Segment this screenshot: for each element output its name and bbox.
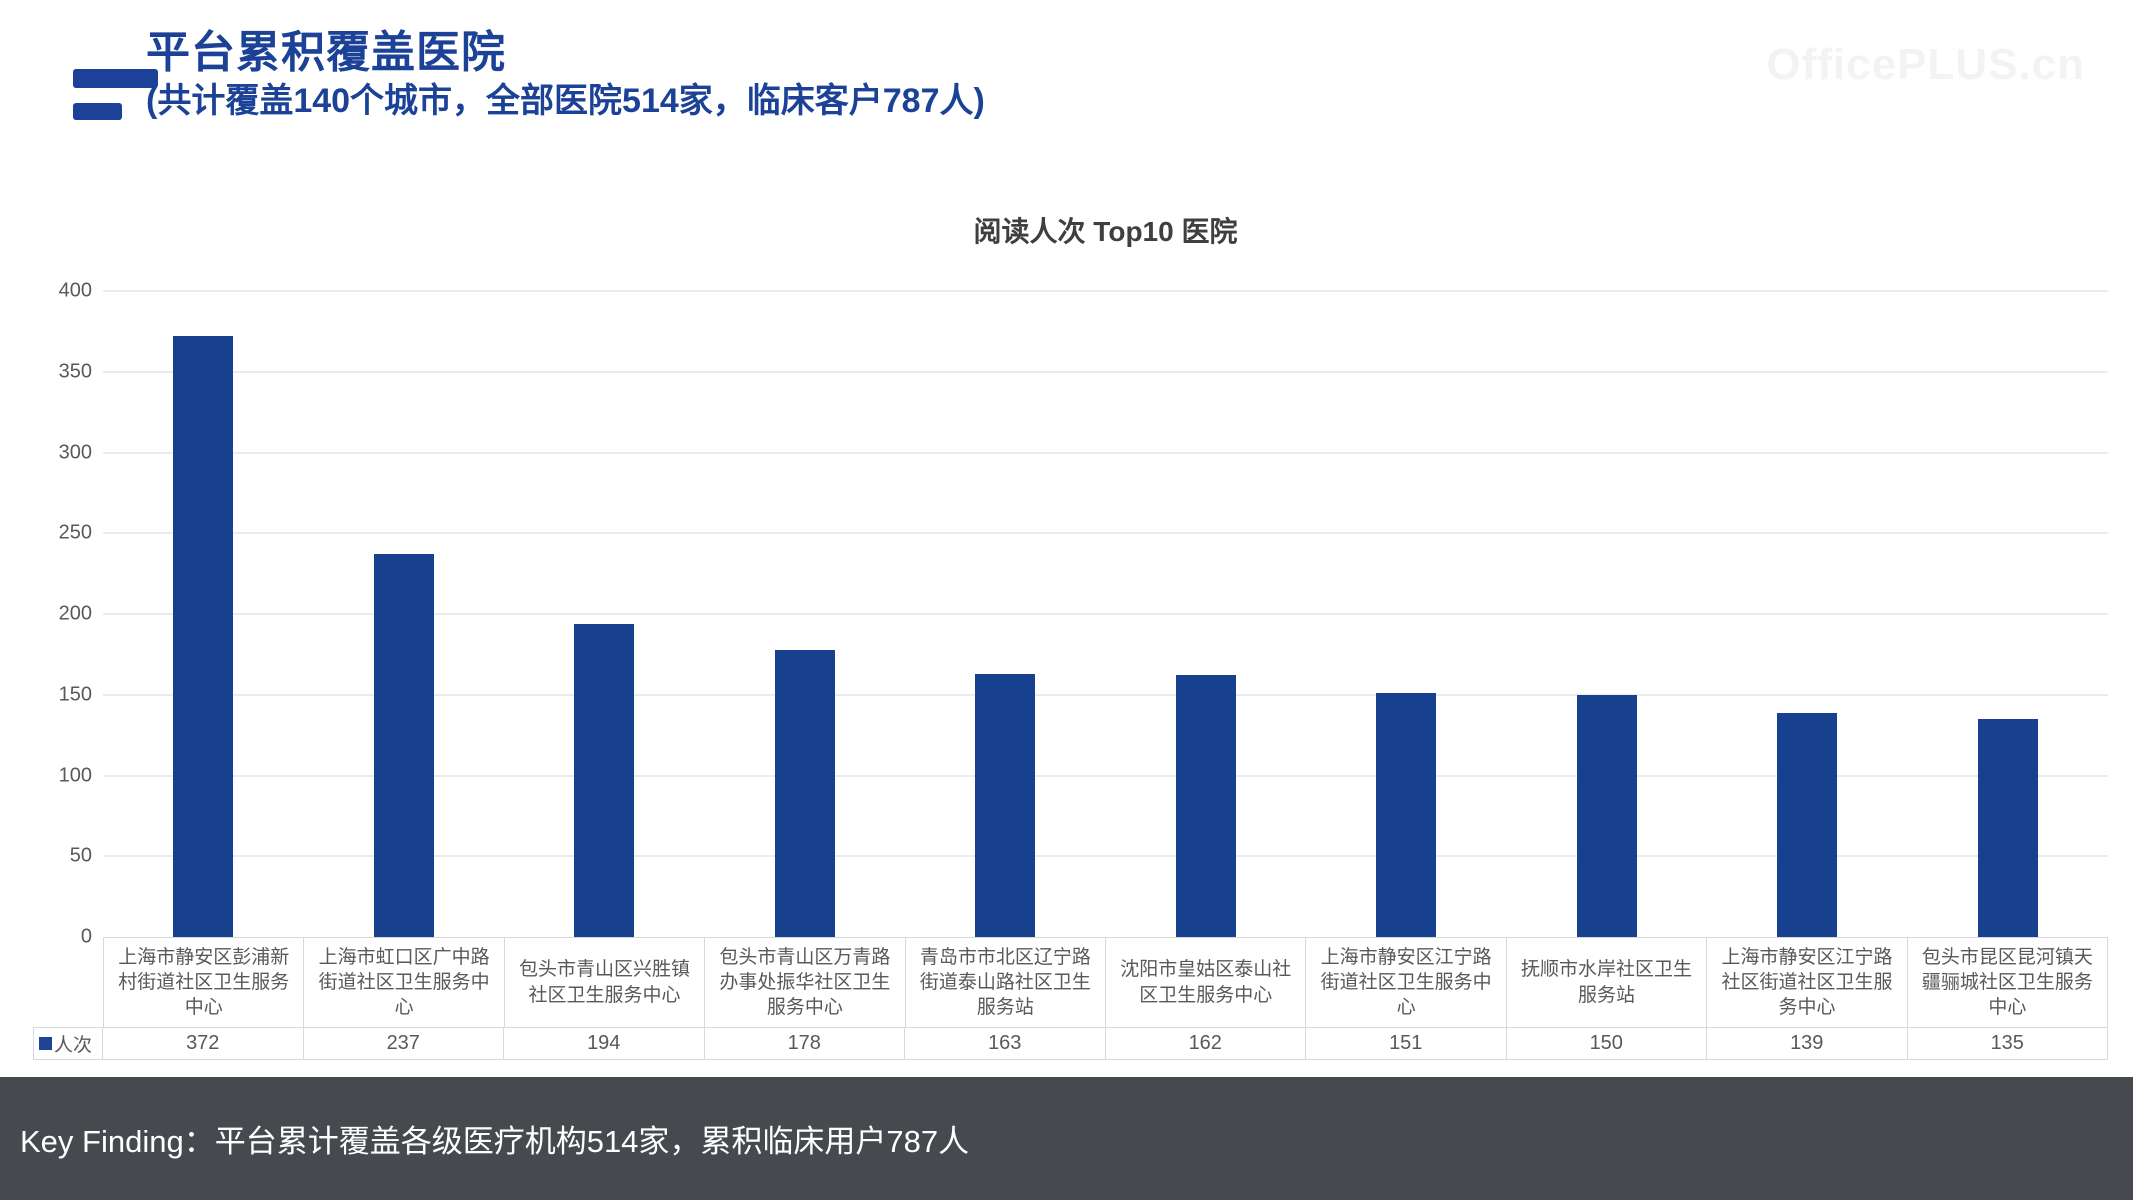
gridline <box>103 855 2108 858</box>
category-label: 沈阳市皇姑区泰山社区卫生服务中心 <box>1120 959 1292 1006</box>
bar-column <box>1908 291 2109 937</box>
gridline <box>103 613 2108 615</box>
bar-column <box>1106 291 1307 937</box>
legend-cell: 人次 <box>33 1027 103 1060</box>
y-axis-tick-label: 400 <box>58 279 92 302</box>
page-title: 平台累积覆盖医院 <box>146 28 506 77</box>
gridline <box>103 532 2108 535</box>
bar <box>774 649 835 937</box>
y-axis-tick-label: 200 <box>58 602 92 625</box>
category-label-cell: 包头市青山区万青路办事处振华社区卫生服务中心 <box>704 937 906 1028</box>
bar <box>1777 712 1838 937</box>
data-value-cell: 135 <box>1906 1027 2108 1060</box>
bar <box>574 623 635 937</box>
category-label-cell: 包头市青山区兴胜镇社区卫生服务中心 <box>503 937 706 1028</box>
category-label-cell: 包头市昆区昆河镇天疆骊城社区卫生服务中心 <box>1906 937 2109 1028</box>
data-value-cell: 151 <box>1305 1027 1507 1060</box>
data-value-row: 人次 372 237 194 178 163 162 151 150 139 135 <box>33 1027 2108 1060</box>
data-value-cell: 162 <box>1104 1027 1306 1060</box>
bar-column <box>705 291 906 937</box>
chart-title: 阅读人次 Top10 医院 <box>973 216 1238 247</box>
gridline <box>103 370 2108 373</box>
page-subtitle: (共计覆盖140个城市，全部医院514家，临床客户787人) <box>146 81 985 120</box>
bar <box>1977 718 2038 937</box>
category-label-cell: 上海市虹口区广中路街道社区卫生服务中心 <box>303 937 505 1028</box>
category-label: 包头市昆区昆河镇天疆骊城社区卫生服务中心 <box>1921 946 2093 1019</box>
category-label: 上海市静安区彭浦新村街道社区卫生服务中心 <box>118 946 290 1019</box>
y-axis-tick-label: 0 <box>80 925 92 948</box>
category-label-cell: 青岛市市北区辽宁路街道泰山路社区卫生服务站 <box>904 937 1107 1028</box>
y-axis-tick-label: 100 <box>58 764 92 786</box>
gridline <box>103 774 2108 777</box>
y-axis-tick-label: 300 <box>58 441 92 463</box>
data-value-cell: 150 <box>1505 1027 1707 1060</box>
category-label: 上海市静安区江宁路街道社区卫生服务中心 <box>1320 946 1492 1019</box>
y-axis-tick-label: 350 <box>58 360 92 383</box>
y-axis: 0 50 100 150 200 250 300 350 400 <box>0 280 92 948</box>
category-label-row: 上海市静安区彭浦新村街道社区卫生服务中心 上海市虹口区广中路街道社区卫生服务中心包… <box>103 937 2109 1028</box>
data-value-cell: 163 <box>904 1027 1106 1060</box>
category-label: 抚顺市水岸社区卫生服务站 <box>1521 959 1693 1006</box>
bar-column <box>304 291 505 937</box>
bar-column <box>1707 291 1908 937</box>
data-value-cell: 139 <box>1706 1027 1908 1060</box>
key-finding-bar: Key Finding：平台累计覆盖各级医疗机构514家，累积临床用户787人 <box>0 1077 2133 1200</box>
bar <box>1376 693 1437 937</box>
watermark-text: OfficePLUS.cn <box>1766 40 2085 89</box>
data-value-cell: 237 <box>302 1027 504 1060</box>
bar <box>173 336 234 937</box>
data-value-cell: 372 <box>102 1027 304 1060</box>
gridline <box>103 451 2108 454</box>
category-label-cell: 沈阳市皇姑区泰山社区卫生服务中心 <box>1105 937 1307 1028</box>
category-label: 上海市虹口区广中路街道社区卫生服务中心 <box>318 946 490 1019</box>
dash-bar-long <box>73 69 158 88</box>
legend-swatch-icon <box>39 1037 52 1050</box>
y-axis-tick-label: 250 <box>58 521 92 544</box>
gridline <box>103 693 2108 696</box>
bar <box>1576 694 1637 937</box>
bar-column <box>905 291 1106 937</box>
key-finding-text: Key Finding：平台累计覆盖各级医疗机构514家，累积临床用户787人 <box>20 1124 970 1159</box>
category-label-cell: 抚顺市水岸社区卫生服务站 <box>1505 937 1708 1028</box>
bar <box>975 673 1036 937</box>
category-label-cell: 上海市静安区江宁路社区街道社区卫生服务中心 <box>1706 937 1908 1028</box>
bar-column <box>103 291 304 937</box>
y-axis-tick-label: 150 <box>58 683 92 706</box>
header: 平台累积覆盖医院 (共计覆盖140个城市，全部医院514家，临床客户787人) <box>146 28 985 121</box>
category-label: 包头市青山区万青路办事处振华社区卫生服务中心 <box>719 946 891 1019</box>
bar-column <box>504 291 705 937</box>
category-label: 上海市静安区江宁路社区街道社区卫生服务中心 <box>1721 946 1893 1019</box>
category-label: 青岛市市北区辽宁路街道泰山路社区卫生服务站 <box>919 946 1091 1019</box>
bar-series <box>103 291 2108 937</box>
bar-column <box>1507 291 1708 937</box>
plot-area <box>103 290 2108 937</box>
bar <box>373 554 434 937</box>
bar <box>1175 675 1236 937</box>
category-label-cell: 上海市静安区江宁路街道社区卫生服务中心 <box>1305 937 1507 1028</box>
category-label-cell: 上海市静安区彭浦新村街道社区卫生服务中心 <box>103 937 305 1028</box>
data-value-cell: 194 <box>503 1027 705 1060</box>
category-label: 包头市青山区兴胜镇社区卫生服务中心 <box>519 959 691 1006</box>
data-value-cell: 178 <box>703 1027 905 1060</box>
bar-column <box>1306 291 1507 937</box>
legend-label: 人次 <box>54 1035 93 1056</box>
dash-bar-short <box>73 103 122 120</box>
header-dash-icon <box>73 69 163 124</box>
gridline <box>103 290 2108 292</box>
y-axis-tick-label: 50 <box>69 844 92 867</box>
